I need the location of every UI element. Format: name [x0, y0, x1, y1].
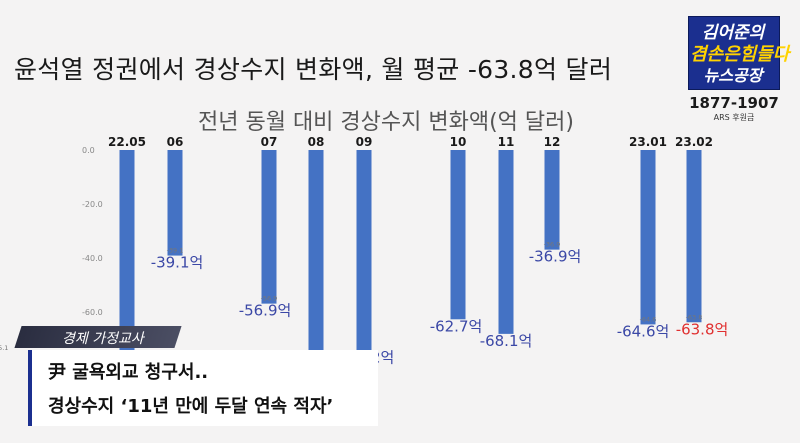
value-label: -62.7억 — [430, 317, 483, 335]
y-tick-label: 0.0 — [82, 146, 95, 155]
y-tick-label: -40.0 — [82, 254, 103, 263]
bar — [640, 150, 656, 325]
headline: 윤석열 정권에서 경상수지 변화액, 월 평균 -63.8억 달러 — [14, 55, 613, 84]
show-logo: 김어준의 겸손은힘들다 뉴스공장 1877-1907 ARS 후원금 — [688, 14, 790, 124]
value-label: -36.9억 — [529, 248, 582, 266]
small-data-label: -75.1 — [0, 344, 8, 352]
category-label: 09 — [356, 135, 373, 149]
bar — [119, 150, 135, 353]
category-label: 07 — [261, 135, 278, 149]
logo-line2: 겸손은힘들다 — [690, 44, 790, 65]
logo-line1: 김어준의 — [701, 23, 765, 43]
small-data-label: -64.6 — [640, 315, 657, 323]
bar — [308, 150, 324, 410]
value-label: -68.1억 — [480, 332, 533, 350]
bar — [544, 150, 560, 250]
caption-line2: 경상수지 ‘11년 만에 두달 연속 적자’ — [48, 396, 334, 417]
bar — [356, 150, 372, 351]
category-label: 10 — [450, 135, 467, 149]
bar — [686, 150, 702, 323]
value-label: -56.9억 — [239, 302, 292, 320]
bar — [498, 150, 514, 334]
chart-title: 전년 동월 대비 경상수지 변화액(억 달러) — [198, 110, 574, 135]
value-label: -39.1억 — [151, 254, 204, 272]
bar — [167, 150, 183, 256]
caption-line1: 尹 굴욕외교 청구서.. — [48, 362, 209, 383]
logo-line3: 뉴스공장 — [703, 66, 763, 85]
bar — [450, 150, 466, 320]
small-data-label: -36.9 — [544, 241, 561, 249]
category-label: 23.02 — [675, 135, 713, 149]
y-tick-label: -60.0 — [82, 308, 103, 317]
category-label: 22.05 — [108, 135, 146, 149]
small-data-label: -39.1 — [167, 247, 184, 255]
category-label: 11 — [498, 135, 515, 149]
category-label: 06 — [167, 135, 184, 149]
bar — [261, 150, 277, 304]
caption-tag: 경제 가정교사 — [62, 331, 144, 347]
value-label: -63.8억 — [676, 320, 729, 338]
logo-ars-text: ARS 후원금 — [713, 113, 755, 122]
category-label: 08 — [308, 135, 325, 149]
value-label: -64.6억 — [617, 322, 670, 340]
category-label: 23.01 — [629, 135, 667, 149]
caption-box — [28, 350, 378, 426]
small-data-label: -63.8 — [686, 313, 703, 321]
small-data-label: -56.9 — [261, 295, 278, 303]
logo-badge — [688, 16, 780, 90]
logo-phone-number: 1877-1907 — [689, 94, 779, 112]
category-label: 12 — [544, 135, 561, 149]
y-tick-label: -20.0 — [82, 200, 103, 209]
